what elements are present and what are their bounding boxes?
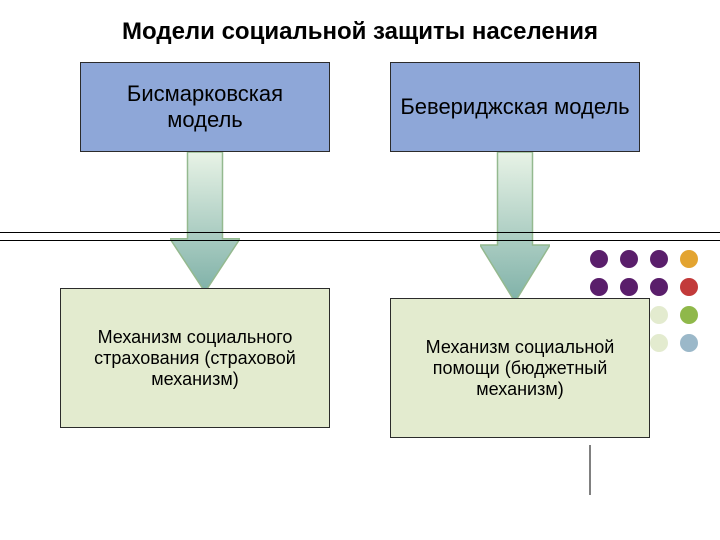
template-dot <box>590 250 608 268</box>
template-dot <box>680 306 698 324</box>
template-dot <box>680 278 698 296</box>
template-dot <box>620 278 638 296</box>
mechanism-label-insurance: Механизм социального страхования (страхо… <box>71 327 319 390</box>
vertical-tick <box>589 445 593 495</box>
template-dot <box>590 278 608 296</box>
template-dot <box>650 334 668 352</box>
template-dot <box>650 278 668 296</box>
template-dot <box>650 306 668 324</box>
template-dot <box>680 250 698 268</box>
mechanism-box-insurance: Механизм социального страхования (страхо… <box>60 288 330 428</box>
mechanism-box-budget: Механизм социальной помощи (бюджетный ме… <box>390 298 650 438</box>
template-dot-grid <box>0 0 720 540</box>
template-dot <box>680 334 698 352</box>
mechanism-label-budget: Механизм социальной помощи (бюджетный ме… <box>401 337 639 400</box>
template-dot <box>650 250 668 268</box>
template-dot <box>620 250 638 268</box>
